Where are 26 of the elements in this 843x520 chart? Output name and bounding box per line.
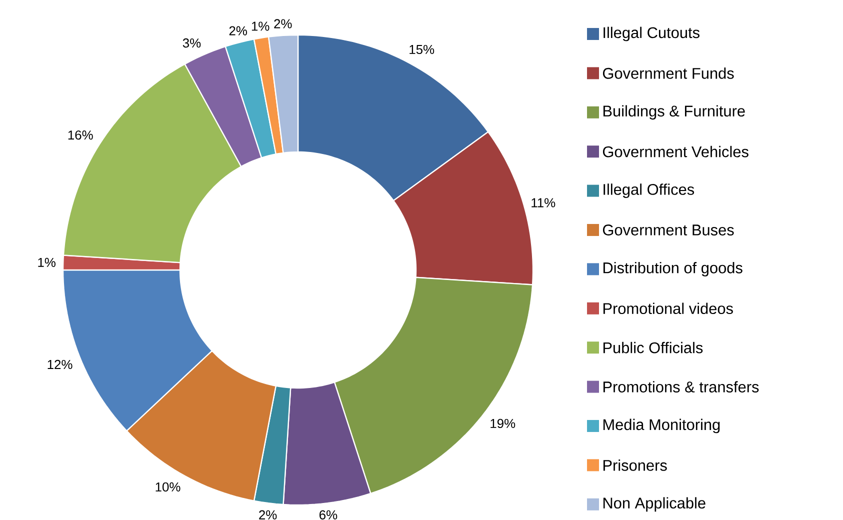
- data-label: 1%: [252, 21, 270, 31]
- legend-label: Media Monitoring: [603, 418, 720, 433]
- data-label: 16%: [68, 130, 93, 140]
- legend-label: Illegal Offices: [604, 183, 694, 198]
- legend-label: Government Funds: [602, 67, 734, 79]
- data-label: 15%: [410, 44, 434, 54]
- legend-label: Illegal Cutouts: [604, 26, 700, 41]
- legend-label: Promotional videos: [603, 302, 733, 314]
- data-label: 6%: [320, 510, 338, 520]
- data-label: 2%: [259, 510, 277, 520]
- data-label: 1%: [38, 258, 56, 267]
- legend-label: Government Buses: [602, 224, 734, 236]
- legend-label: Promotions & transfers: [603, 380, 759, 392]
- data-label: 10%: [156, 482, 180, 492]
- legend-label: Non Applicable: [603, 496, 706, 512]
- data-label: 11%: [532, 198, 556, 208]
- data-label: 3%: [182, 38, 201, 48]
- legend-label: Buildings & Furniture: [603, 104, 745, 120]
- legend-label: Public Officials: [603, 342, 703, 354]
- data-label: 19%: [490, 418, 516, 428]
- legend-label: Distribution of goods: [603, 262, 742, 276]
- data-label: 12%: [48, 360, 72, 369]
- data-label: 2%: [229, 26, 247, 36]
- legend-label: Government Vehicles: [602, 146, 748, 158]
- legend-label: Prisoners: [603, 459, 667, 471]
- data-label: 2%: [274, 18, 292, 28]
